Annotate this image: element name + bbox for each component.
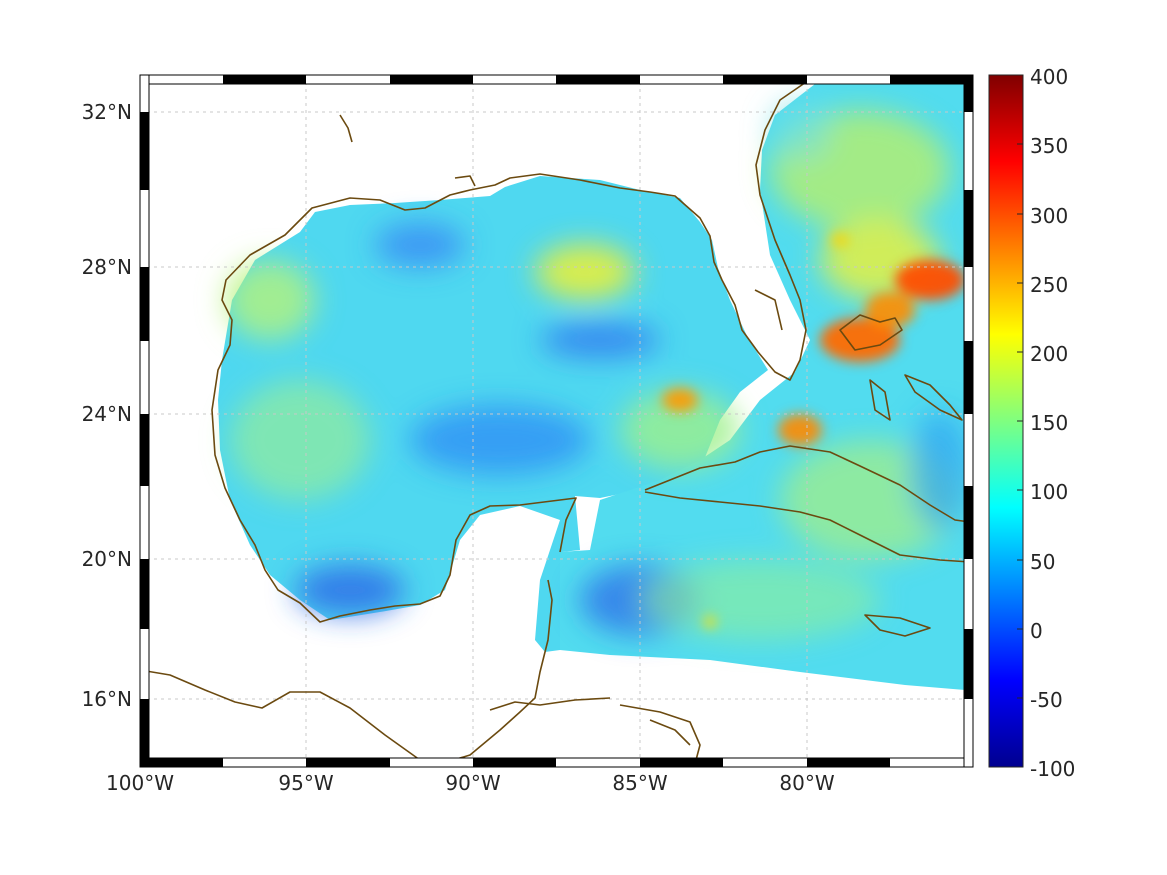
colorbar-labels: 400 350 300 250 200 150 100 50 0 -50 -10…: [1030, 65, 1075, 781]
colorbar-tick-label: -50: [1030, 688, 1063, 712]
lat-axis: 32°N 28°N 24°N 20°N 16°N: [82, 100, 132, 711]
lon-tick-label: 85°W: [612, 771, 667, 795]
map-frame: [139, 74, 974, 768]
colorbar-tick-label: 50: [1030, 550, 1055, 574]
lat-tick-label: 16°N: [82, 687, 132, 711]
colorbar: 400 350 300 250 200 150 100 50 0 -50 -10…: [988, 65, 1075, 781]
lon-tick-label: 100°W: [106, 771, 174, 795]
data-layer: [140, 75, 973, 767]
lat-tick-label: 28°N: [82, 255, 132, 279]
lon-tick-label: 95°W: [278, 771, 333, 795]
colorbar-tick-label: 200: [1030, 342, 1068, 366]
lat-tick-label: 24°N: [82, 402, 132, 426]
colorbar-tick-label: 0: [1030, 619, 1043, 643]
lon-axis: 100°W 95°W 90°W 85°W 80°W: [106, 771, 835, 795]
colorbar-tick-label: 250: [1030, 273, 1068, 297]
colorbar-tick-label: 300: [1030, 204, 1068, 228]
field-variations: [225, 100, 970, 640]
map-panel: 32°N 28°N 24°N 20°N 16°N 100°W 95°W 90°W…: [82, 74, 974, 795]
colorbar-tick-label: 400: [1030, 65, 1068, 89]
lat-tick-label: 20°N: [82, 547, 132, 571]
lat-tick-label: 32°N: [82, 100, 132, 124]
map-grid: [140, 75, 973, 767]
lon-tick-label: 90°W: [445, 771, 500, 795]
colorbar-ticks: [1017, 143, 1023, 699]
lon-tick-label: 80°W: [779, 771, 834, 795]
colorbar-tick-label: 350: [1030, 134, 1068, 158]
coastlines: [140, 77, 971, 767]
colorbar-tick-label: 150: [1030, 411, 1068, 435]
colorbar-tick-label: -100: [1030, 757, 1075, 781]
colorbar-tick-label: 100: [1030, 480, 1068, 504]
